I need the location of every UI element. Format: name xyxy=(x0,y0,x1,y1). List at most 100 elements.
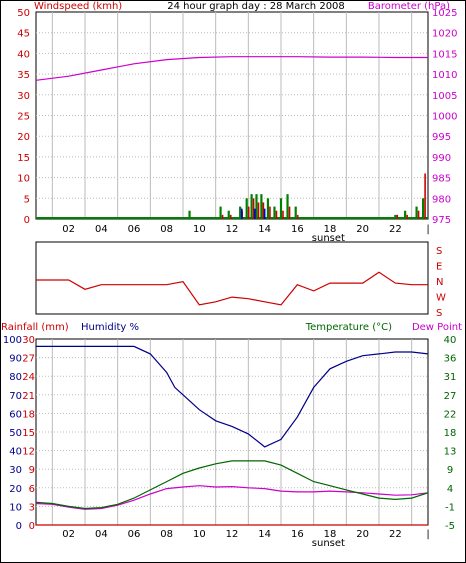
wind-x-tick-label: 02 xyxy=(62,224,75,235)
temp-axis-title: Temperature (°C) xyxy=(305,322,392,333)
barometer-line xyxy=(35,56,428,81)
temp-y-tick-label: 18 xyxy=(444,428,457,439)
wind-y-tick-label: 25 xyxy=(17,112,30,123)
rain-y-tick-label: 21 xyxy=(22,391,35,402)
wind-x-tick-label: 18 xyxy=(324,224,337,235)
wind-y-tick-label: 5 xyxy=(24,194,30,205)
baro-y-tick-label: 1015 xyxy=(432,49,457,60)
humidity-x-tick-label: 12 xyxy=(226,529,239,540)
temperature-line xyxy=(35,460,429,510)
rain-y-tick-label: 6 xyxy=(29,484,35,495)
rain-y-tick-label: 24 xyxy=(22,372,35,383)
wind-y-tick-label: 15 xyxy=(17,153,30,164)
wind-y-tick-label: 0 xyxy=(24,215,30,226)
baro-y-tick-label: 1025 xyxy=(432,8,457,19)
wind-x-tick-label: 10 xyxy=(193,224,206,235)
humidity-x-tick-label: 20 xyxy=(356,529,369,540)
humidity-y-tick-label: 30 xyxy=(9,465,22,476)
humidity-x-tick-label: 16 xyxy=(291,529,304,540)
humidity-y-tick-label: 50 xyxy=(9,428,22,439)
direction-axis-label: N xyxy=(436,277,443,288)
wind-direction-line xyxy=(36,271,428,306)
humidity-x-tick-label: 18 xyxy=(324,529,337,540)
wind-x-tick-label: 20 xyxy=(356,224,369,235)
wind-y-tick-label: 30 xyxy=(17,91,30,102)
wind-y-tick-label: 20 xyxy=(17,132,30,143)
humidity-x-tick-label: 10 xyxy=(193,529,206,540)
wind-axis-title: Windspeed (kmh) xyxy=(34,1,122,12)
wind-x-tick-label: | xyxy=(426,224,429,235)
rain-y-tick-label: 12 xyxy=(22,447,35,458)
temp-y-tick-label: 4 xyxy=(447,484,453,495)
temp-y-tick-label: 27 xyxy=(444,391,457,402)
humidity-axis-title: Humidity % xyxy=(81,322,139,333)
humidity-x-tick-label: 22 xyxy=(389,529,402,540)
humidity-sunset-label: sunset xyxy=(312,538,345,549)
wind-x-tick-label: 04 xyxy=(95,224,108,235)
rain-y-tick-label: 18 xyxy=(22,409,35,420)
baro-y-tick-label: 1010 xyxy=(432,70,457,81)
graph-title: 24 hour graph day : 28 March 2008 xyxy=(167,1,345,12)
temp-y-tick-label: 36 xyxy=(444,354,457,365)
wind-x-tick-label: 16 xyxy=(291,224,304,235)
wind-y-tick-label: 50 xyxy=(17,8,30,19)
temp-y-tick-label: -5 xyxy=(445,521,455,532)
temp-y-tick-label: 22 xyxy=(444,409,457,420)
rain-y-tick-label: 0 xyxy=(29,521,35,532)
temp-y-tick-label: 40 xyxy=(444,335,457,346)
wind-plot-area xyxy=(35,11,429,220)
dew-axis-title: Dew Point xyxy=(412,322,462,333)
rain-axis-title: Rainfall (mm) xyxy=(1,322,69,333)
humidity-x-tick-label: 14 xyxy=(258,529,271,540)
humidity-y-tick-label: 60 xyxy=(9,409,22,420)
wind-y-tick-label: 10 xyxy=(17,174,30,185)
humidity-x-tick-label: | xyxy=(426,529,429,540)
humidity-x-tick-label: 06 xyxy=(128,529,141,540)
wind-x-tick-label: 12 xyxy=(226,224,239,235)
humidity-y-tick-label: 0 xyxy=(16,521,22,532)
wind-sunset-label: sunset xyxy=(312,233,345,244)
baro-y-tick-label: 1005 xyxy=(432,91,457,102)
temp-y-tick-label: 9 xyxy=(447,465,453,476)
humidity-y-tick-label: 20 xyxy=(9,484,22,495)
temp-y-tick-label: -1 xyxy=(445,502,455,513)
temp-y-tick-label: 31 xyxy=(444,372,457,383)
wind-y-tick-label: 35 xyxy=(17,70,30,81)
rain-y-tick-label: 3 xyxy=(29,502,35,513)
rain-y-tick-label: 30 xyxy=(22,335,35,346)
humidity-x-tick-label: 04 xyxy=(95,529,108,540)
rain-y-tick-label: 15 xyxy=(22,428,35,439)
humidity-line xyxy=(36,345,429,448)
baro-y-tick-label: 990 xyxy=(432,153,451,164)
wind-x-tick-label: 06 xyxy=(128,224,141,235)
humidity-y-tick-label: 90 xyxy=(9,354,22,365)
baro-y-tick-label: 985 xyxy=(432,174,451,185)
direction-axis-label: E xyxy=(436,262,442,273)
dew-point-line xyxy=(35,485,429,510)
baro-y-tick-label: 1020 xyxy=(432,29,457,40)
wind-x-tick-label: 22 xyxy=(389,224,402,235)
direction-plot-area xyxy=(35,241,429,315)
baro-y-tick-label: 1000 xyxy=(432,112,457,123)
direction-axis-label: S xyxy=(436,246,442,257)
baro-y-tick-label: 975 xyxy=(432,215,451,226)
baro-y-tick-label: 980 xyxy=(432,194,451,205)
direction-axis-label: S xyxy=(436,308,442,319)
baro-y-tick-label: 995 xyxy=(432,132,451,143)
humidity-y-tick-label: 40 xyxy=(9,447,22,458)
humidity-y-tick-label: 10 xyxy=(9,502,22,513)
wind-x-tick-label: 14 xyxy=(258,224,271,235)
humidity-y-tick-label: 70 xyxy=(9,391,22,402)
humidity-y-tick-label: 100 xyxy=(3,335,22,346)
rain-y-tick-label: 27 xyxy=(22,354,35,365)
direction-axis-label: W xyxy=(436,293,446,304)
temp-y-tick-label: 13 xyxy=(444,447,457,458)
baro-axis-title: Barometer (hPa) xyxy=(368,1,450,12)
humidity-x-tick-label: 08 xyxy=(160,529,173,540)
humidity-x-tick-label: 02 xyxy=(62,529,75,540)
wind-x-tick-label: 08 xyxy=(160,224,173,235)
humidity-y-tick-label: 80 xyxy=(9,372,22,383)
rain-y-tick-label: 9 xyxy=(29,465,35,476)
